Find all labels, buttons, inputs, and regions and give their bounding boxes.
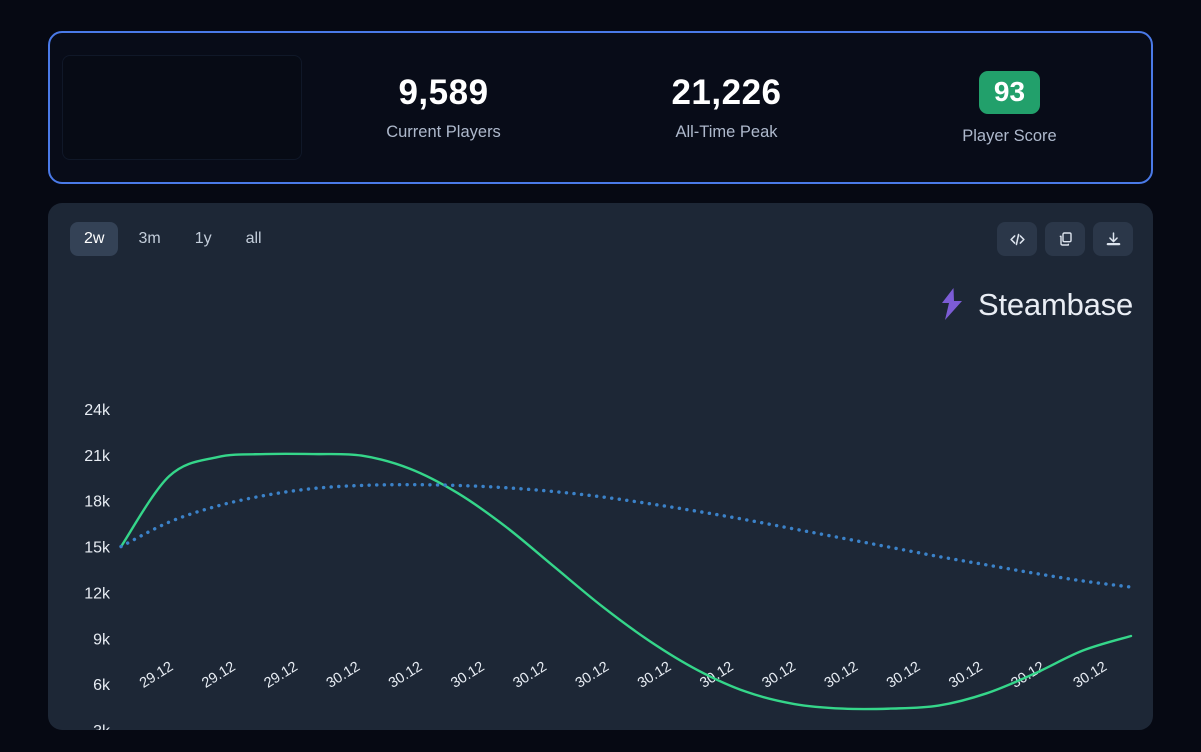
x-axis-tick: 30.12 — [324, 659, 363, 692]
stat-current-players: 9,589 Current Players — [302, 75, 585, 141]
chart-line-trend — [119, 482, 1133, 589]
steambase-logo-icon — [937, 287, 967, 321]
embed-code-icon — [1009, 231, 1026, 248]
y-axis-tick: 3k — [93, 723, 111, 730]
x-axis-tick: 30.12 — [448, 659, 487, 692]
current-players-label: Current Players — [386, 122, 501, 141]
y-axis-tick: 6k — [93, 677, 111, 694]
player-score-label: Player Score — [962, 126, 1057, 145]
y-axis-tick: 24k — [84, 402, 111, 419]
player-count-chart: 24k 21k 18k 15k 12k 9k 6k 3k 29.12 29.12 29.12 30.… — [84, 402, 1133, 730]
steambase-brand: Steambase — [937, 287, 1133, 321]
y-axis-tick: 15k — [84, 540, 111, 557]
stats-row: 9,589 Current Players 21,226 All-Time Pe… — [302, 33, 1151, 182]
x-axis-tick: 30.12 — [884, 659, 923, 692]
y-axis-tick: 12k — [84, 585, 111, 602]
current-players-value: 9,589 — [398, 72, 489, 112]
x-axis-tick: 29.12 — [137, 659, 176, 692]
x-axis-tick: 30.12 — [573, 659, 612, 692]
y-axis-tick-labels: 24k 21k 18k 15k 12k 9k 6k 3k — [84, 402, 111, 730]
chart-actions-group — [997, 222, 1133, 256]
range-button-all[interactable]: all — [232, 222, 276, 256]
download-button[interactable] — [1093, 222, 1133, 256]
range-button-2w[interactable]: 2w — [70, 222, 119, 256]
x-axis-tick: 30.12 — [1071, 659, 1110, 692]
x-axis-tick: 30.12 — [822, 659, 861, 692]
y-axis-tick: 18k — [84, 494, 111, 511]
stat-all-time-peak: 21,226 All-Time Peak — [585, 75, 868, 141]
embed-code-button[interactable] — [997, 222, 1037, 256]
range-button-1y[interactable]: 1y — [181, 222, 226, 256]
copy-icon — [1057, 231, 1073, 247]
download-icon — [1105, 231, 1122, 248]
x-axis-tick: 30.12 — [386, 659, 425, 692]
game-thumbnail-placeholder — [62, 55, 302, 160]
x-axis-tick-labels: 29.12 29.12 29.12 30.12 30.12 30.12 30.12 30.12… — [137, 659, 1110, 692]
y-axis-tick: 9k — [93, 631, 111, 648]
all-time-peak-label: All-Time Peak — [675, 122, 778, 141]
steambase-brand-text: Steambase — [977, 286, 1133, 322]
chart-line-players — [119, 452, 1133, 711]
plot-area: 24k 21k 18k 15k 12k 9k 6k 3k 29.12 29.12 29.12 30.… — [48, 275, 1153, 730]
x-axis-tick: 29.12 — [261, 659, 300, 692]
chart-card: 2w 3m 1y all — [48, 203, 1153, 730]
stat-player-score: 93 Player Score — [868, 70, 1151, 145]
time-range-group: 2w 3m 1y all — [70, 222, 276, 256]
stats-card: 9,589 Current Players 21,226 All-Time Pe… — [48, 31, 1153, 184]
x-axis-tick: 30.12 — [946, 659, 985, 692]
player-score-badge: 93 — [978, 70, 1041, 114]
y-axis-tick: 21k — [84, 448, 111, 465]
x-axis-tick: 30.12 — [759, 659, 798, 692]
chart-series-layer — [119, 452, 1133, 711]
all-time-peak-value: 21,226 — [671, 72, 782, 112]
copy-button[interactable] — [1045, 222, 1085, 256]
x-axis-tick: 30.12 — [635, 659, 674, 692]
x-axis-tick: 30.12 — [510, 659, 549, 692]
chart-toolbar: 2w 3m 1y all — [48, 203, 1153, 275]
x-axis-tick: 29.12 — [199, 659, 238, 692]
range-button-3m[interactable]: 3m — [124, 222, 174, 256]
